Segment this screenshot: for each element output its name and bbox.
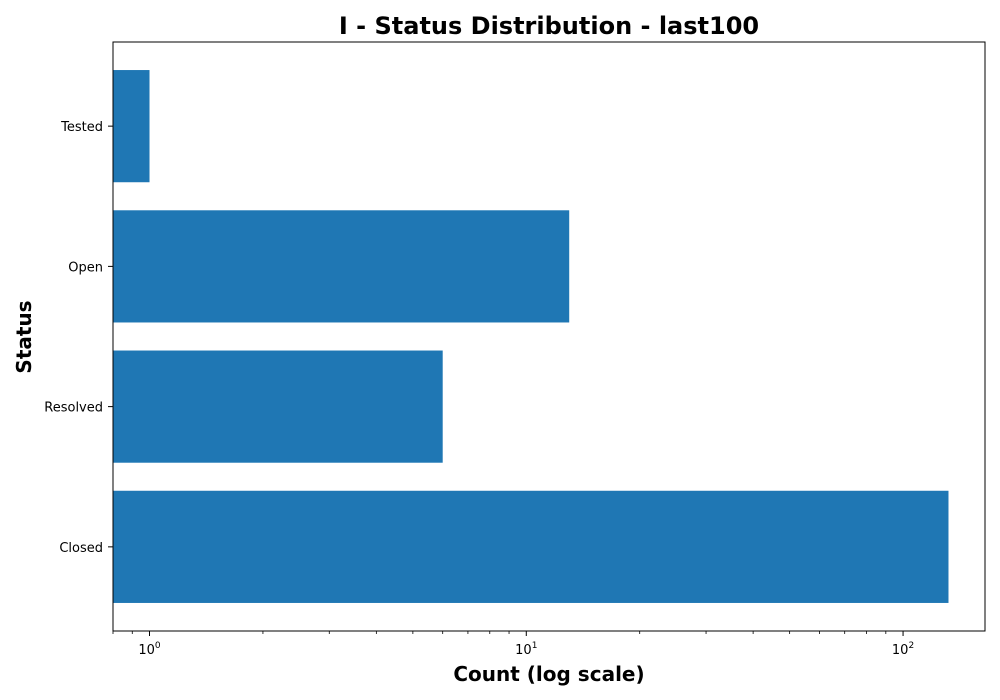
x-tick-label: 101 bbox=[515, 641, 537, 658]
bar-tested bbox=[113, 70, 150, 182]
y-axis-label: Status bbox=[12, 300, 36, 373]
x-tick-label: 100 bbox=[138, 641, 161, 658]
bar-open bbox=[113, 210, 569, 322]
bar-resolved bbox=[113, 351, 443, 463]
x-tick-label: 102 bbox=[892, 641, 914, 658]
bar-closed bbox=[113, 491, 948, 603]
chart-title: I - Status Distribution - last100 bbox=[339, 12, 759, 40]
y-tick-label-tested: Tested bbox=[60, 120, 103, 135]
y-tick-label-closed: Closed bbox=[59, 541, 103, 556]
y-tick-label-resolved: Resolved bbox=[44, 401, 103, 416]
bars-group bbox=[113, 70, 948, 603]
y-axis-ticks: Closed Resolved Open Tested bbox=[44, 120, 113, 556]
y-tick-label-open: Open bbox=[68, 260, 103, 275]
x-axis-label: Count (log scale) bbox=[453, 662, 644, 686]
x-axis-ticks: 100 101 102 bbox=[113, 631, 914, 658]
